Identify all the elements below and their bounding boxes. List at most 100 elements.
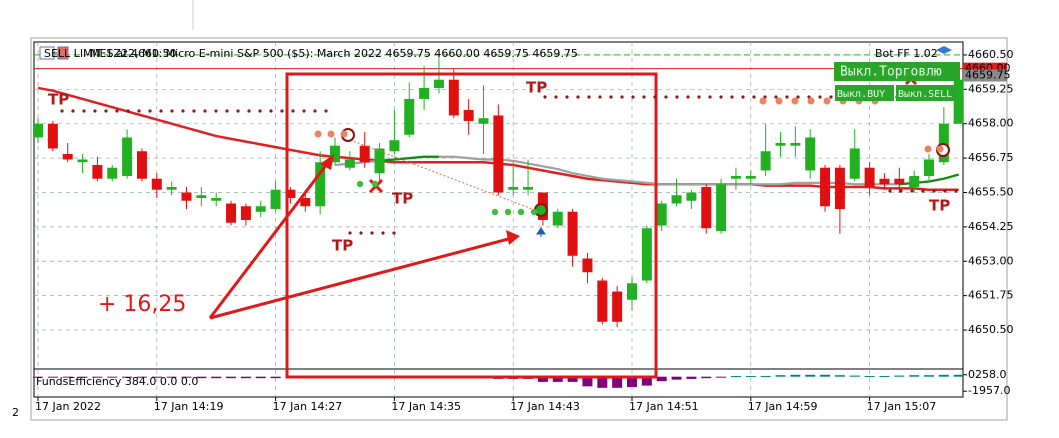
button-label[interactable]: Выкл.SELL xyxy=(898,89,952,100)
order-label: SELL LIMIT 1 at 4660.50 xyxy=(44,47,177,60)
candle-body xyxy=(938,123,949,163)
level-dot xyxy=(587,95,591,99)
level-dot xyxy=(115,109,119,113)
button-label[interactable]: Выкл.Торговлю xyxy=(840,65,942,80)
tp-label: TP xyxy=(392,190,413,208)
funds-bar xyxy=(181,376,192,378)
tp-label: TP xyxy=(929,197,950,215)
candle-body xyxy=(77,159,88,163)
candle-body xyxy=(166,186,177,190)
candle-body xyxy=(686,192,697,201)
candle-body xyxy=(834,167,845,209)
y-tick-label: 4660.50 xyxy=(968,48,1014,61)
candle-body xyxy=(493,115,504,193)
level-dot xyxy=(324,109,328,113)
level-dot xyxy=(258,109,262,113)
button-label[interactable]: Выкл.BUY xyxy=(837,89,885,100)
button[interactable] xyxy=(896,85,956,101)
level-dot xyxy=(719,95,723,99)
level-dot xyxy=(565,95,569,99)
candle-body xyxy=(790,142,801,146)
funds-bar xyxy=(701,376,712,379)
price-tag-label: 4659.75 xyxy=(965,69,1011,82)
candle-body xyxy=(567,211,578,256)
arrow xyxy=(209,236,513,320)
level-dot xyxy=(504,208,512,216)
icon xyxy=(57,46,69,60)
level-dot xyxy=(932,189,936,193)
price-tag xyxy=(963,62,1007,75)
funds-bar xyxy=(730,375,741,377)
candle-body xyxy=(196,195,207,198)
level-dot xyxy=(148,109,152,113)
level-dot xyxy=(126,109,130,113)
funds-bar xyxy=(92,376,103,378)
candle-body xyxy=(909,175,920,187)
funds-bar xyxy=(790,374,801,377)
funds-bar xyxy=(47,376,58,378)
funds-bar xyxy=(879,375,890,377)
funds-bar xyxy=(166,376,177,378)
funds-bar xyxy=(894,375,905,377)
button[interactable] xyxy=(835,85,894,101)
candle-body xyxy=(582,258,593,273)
y-tick-label: 4651.75 xyxy=(968,289,1014,302)
level-dot xyxy=(159,109,163,113)
level-dot xyxy=(936,145,944,153)
level-dot xyxy=(392,231,396,235)
level-dot xyxy=(517,208,525,216)
candle-body xyxy=(463,109,474,121)
funds-bar xyxy=(211,376,222,379)
level-dot xyxy=(899,189,903,193)
candle-body xyxy=(433,79,444,88)
candle-body xyxy=(924,159,934,176)
funds-bar xyxy=(226,376,237,379)
candle-body xyxy=(597,280,608,322)
level-dot xyxy=(943,189,947,193)
entry-marker xyxy=(534,203,548,217)
candle-body xyxy=(716,184,727,231)
funds-bar xyxy=(122,376,133,378)
arrow xyxy=(208,159,332,319)
level-dot xyxy=(214,109,218,113)
candle-body xyxy=(894,178,905,185)
funds-bar xyxy=(597,376,608,388)
candle-body xyxy=(508,186,519,190)
level-dot xyxy=(697,95,701,99)
button[interactable] xyxy=(834,62,960,81)
candle-body xyxy=(775,142,786,146)
symbol-label: MESZ22, M1: Micro E-mini S&P 500 ($5): M… xyxy=(90,47,578,60)
plot-frame xyxy=(33,41,964,398)
candle-body xyxy=(107,167,118,179)
level-dot xyxy=(381,231,385,235)
level-dot xyxy=(775,97,783,105)
level-dot xyxy=(741,95,745,99)
level-dot xyxy=(708,95,712,99)
candle-body xyxy=(448,79,459,116)
funds-bar xyxy=(938,374,949,377)
x-tick-label: 17 Jan 14:27 xyxy=(273,400,343,413)
level-dot xyxy=(609,95,613,99)
level-dot xyxy=(823,97,831,105)
funds-bar xyxy=(33,376,43,378)
level-dot xyxy=(491,208,499,216)
level-dot xyxy=(247,109,251,113)
profit-label: + 16,25 xyxy=(98,292,186,317)
level-dot xyxy=(921,189,925,193)
y-tick-label: 4654.25 xyxy=(968,220,1014,233)
candle-body xyxy=(33,123,43,138)
level-dot xyxy=(530,208,538,216)
level-dot xyxy=(598,95,602,99)
level-dot xyxy=(664,95,668,99)
level-dot xyxy=(225,109,229,113)
funds-bar xyxy=(582,376,593,387)
tp-label: TP xyxy=(526,79,547,97)
candle-body xyxy=(671,195,682,204)
level-dot xyxy=(620,95,624,99)
candle-body xyxy=(181,192,192,201)
funds-bar xyxy=(270,376,281,379)
x-tick-label: 17 Jan 14:43 xyxy=(510,400,580,413)
funds-bar xyxy=(77,376,88,378)
candle-body xyxy=(344,159,355,168)
candle-body xyxy=(270,189,281,209)
